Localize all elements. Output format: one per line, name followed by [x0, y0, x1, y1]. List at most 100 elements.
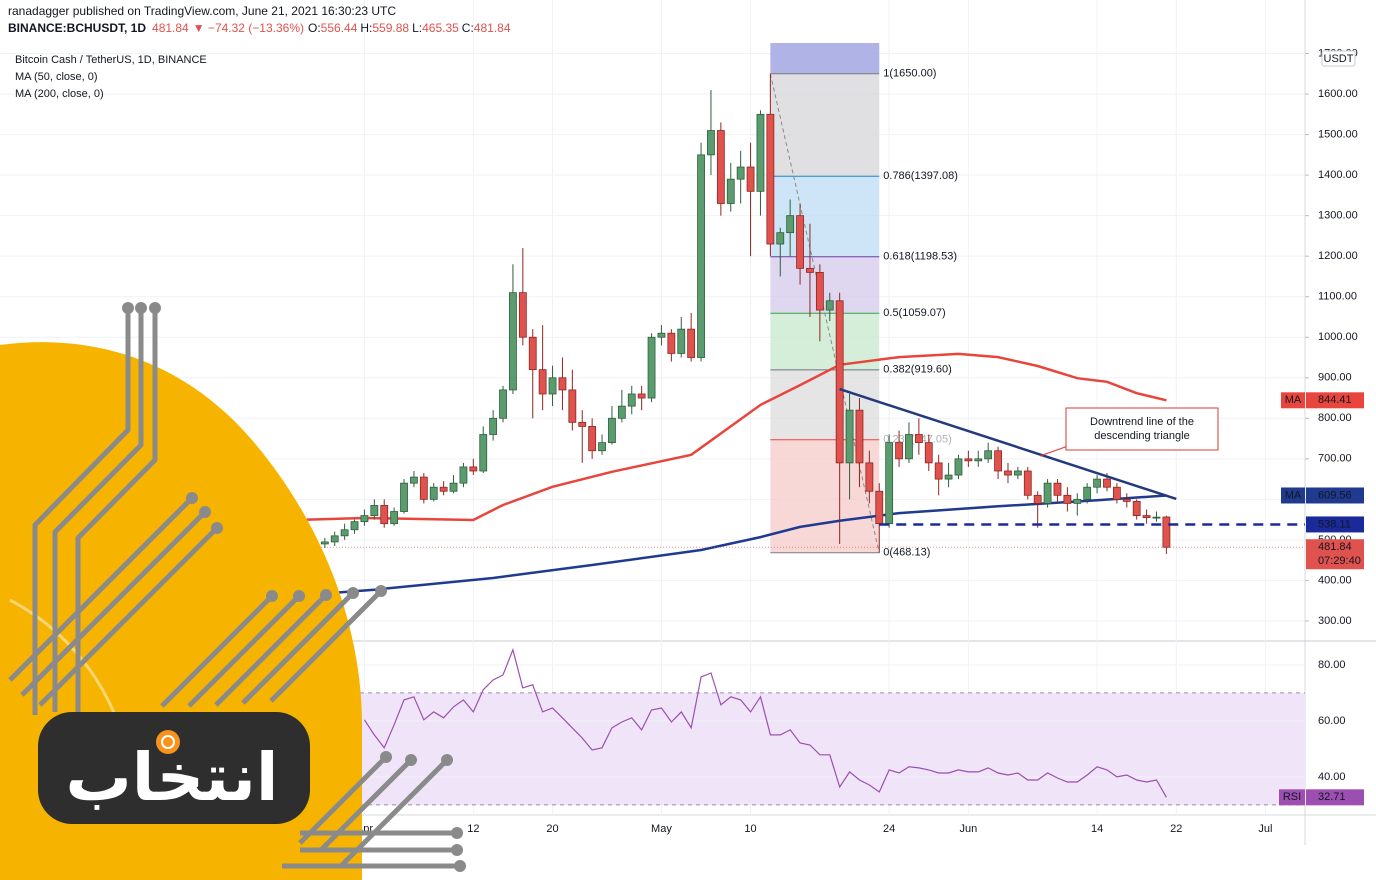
x-tick-label: Jul [1258, 823, 1272, 835]
trendline [839, 387, 1177, 501]
candle-body [598, 442, 606, 452]
fib-label: 1(1650.00) [883, 68, 936, 80]
candle-body [1132, 500, 1141, 516]
y-tick-label: 1000.00 [1318, 331, 1358, 343]
candle-body [1103, 478, 1111, 488]
candle-body [538, 369, 547, 395]
last-price: 481.84 [152, 21, 189, 35]
candle-body [944, 474, 953, 480]
fib-band [770, 313, 880, 370]
candle-body [825, 300, 834, 311]
candle-body [637, 393, 646, 399]
fib-label: 0.618(1198.53) [883, 251, 957, 263]
candle-body [479, 434, 488, 472]
y-tick-label: 40.00 [1318, 771, 1346, 783]
y-tick-label: 1500.00 [1318, 129, 1358, 141]
candle-body [360, 515, 369, 523]
logo-text: انتخاب [65, 739, 278, 816]
candle-body [895, 442, 903, 460]
badge-tag-label: RSI [1283, 791, 1301, 803]
candle-body [1152, 516, 1161, 519]
candle-body [578, 421, 587, 427]
y-tick-label: 700.00 [1318, 453, 1352, 465]
candle-body [370, 505, 379, 516]
candle-body [410, 476, 418, 484]
annotation-box [1065, 407, 1219, 451]
candle-body [954, 458, 963, 476]
candle-body [924, 442, 933, 464]
candle-body [806, 267, 814, 273]
candle-body [380, 505, 389, 525]
logo-circuit-ends [122, 302, 466, 872]
fib-connector [769, 73, 880, 553]
candle-body [875, 490, 884, 525]
candle-body [697, 154, 705, 358]
candle-body [667, 332, 676, 354]
candle-body [964, 458, 973, 462]
x-tick-label: 10 [744, 823, 756, 835]
candle-body [439, 486, 448, 492]
candle-body [568, 389, 577, 423]
fib-band [770, 43, 880, 74]
candle-body [855, 409, 864, 464]
logo-badge [38, 712, 310, 824]
candle-body [914, 434, 923, 444]
watermark-logo: انتخاب [0, 302, 466, 880]
bitcoin-icon [156, 730, 180, 754]
rsi-line [363, 647, 1167, 798]
candle-body [1053, 482, 1062, 496]
candle-body [518, 292, 527, 338]
close-value: 481.84 [474, 21, 511, 35]
candle-body [1093, 478, 1101, 488]
candle-body [905, 434, 913, 460]
candle-body [984, 450, 993, 460]
candle-body [1023, 470, 1032, 496]
annotation-text: Downtrend line of the [1090, 416, 1194, 428]
y-tick-label: 1200.00 [1318, 250, 1358, 262]
y-tick-label: 60.00 [1318, 715, 1346, 727]
low-value: 465.35 [422, 21, 459, 35]
candle-body [400, 482, 408, 512]
y-tick-label: 1600.00 [1318, 88, 1358, 100]
candle-body [716, 130, 725, 204]
candle-body [657, 332, 666, 338]
candle-body [350, 521, 359, 531]
y-tick-label: 1300.00 [1318, 210, 1358, 222]
open-label: O: [308, 21, 321, 35]
candle-body [885, 442, 894, 525]
close-label: C: [462, 21, 474, 35]
badge-tag-label: MA [1285, 394, 1302, 406]
y-tick-label: 1100.00 [1318, 291, 1357, 303]
candle-body [1043, 482, 1052, 504]
candle-body [429, 486, 438, 500]
candle-body [796, 215, 804, 269]
price-badge-label: 538.11 [1318, 518, 1351, 530]
candle-body [558, 377, 567, 391]
x-tick-label: Jun [959, 823, 977, 835]
candle-body [340, 529, 349, 537]
change: ▼ −74.32 (−13.36%) [193, 21, 304, 35]
candle-body [786, 215, 795, 234]
fib-band [770, 256, 880, 314]
badge-tag [1281, 487, 1305, 504]
countdown: 07:29:40 [1318, 555, 1361, 567]
high-label: H: [360, 21, 372, 35]
y-tick-label: 400.00 [1318, 574, 1352, 586]
candle-body [934, 462, 943, 480]
candle-body [726, 178, 735, 204]
fib-label: 0.382(919.60) [883, 364, 952, 376]
candle-body [469, 466, 478, 472]
price-badge [1306, 392, 1364, 409]
fib-band [770, 73, 880, 177]
candle-body [647, 336, 656, 399]
y-tick-label: 900.00 [1318, 372, 1352, 384]
candle-body [736, 166, 745, 180]
candle-body [1013, 470, 1022, 476]
candle-body [687, 328, 696, 358]
candle-body [1063, 494, 1072, 504]
y-tick-label: 800.00 [1318, 412, 1352, 424]
candle-body [617, 405, 626, 419]
candle-body [707, 130, 715, 156]
candle-body [509, 292, 517, 391]
